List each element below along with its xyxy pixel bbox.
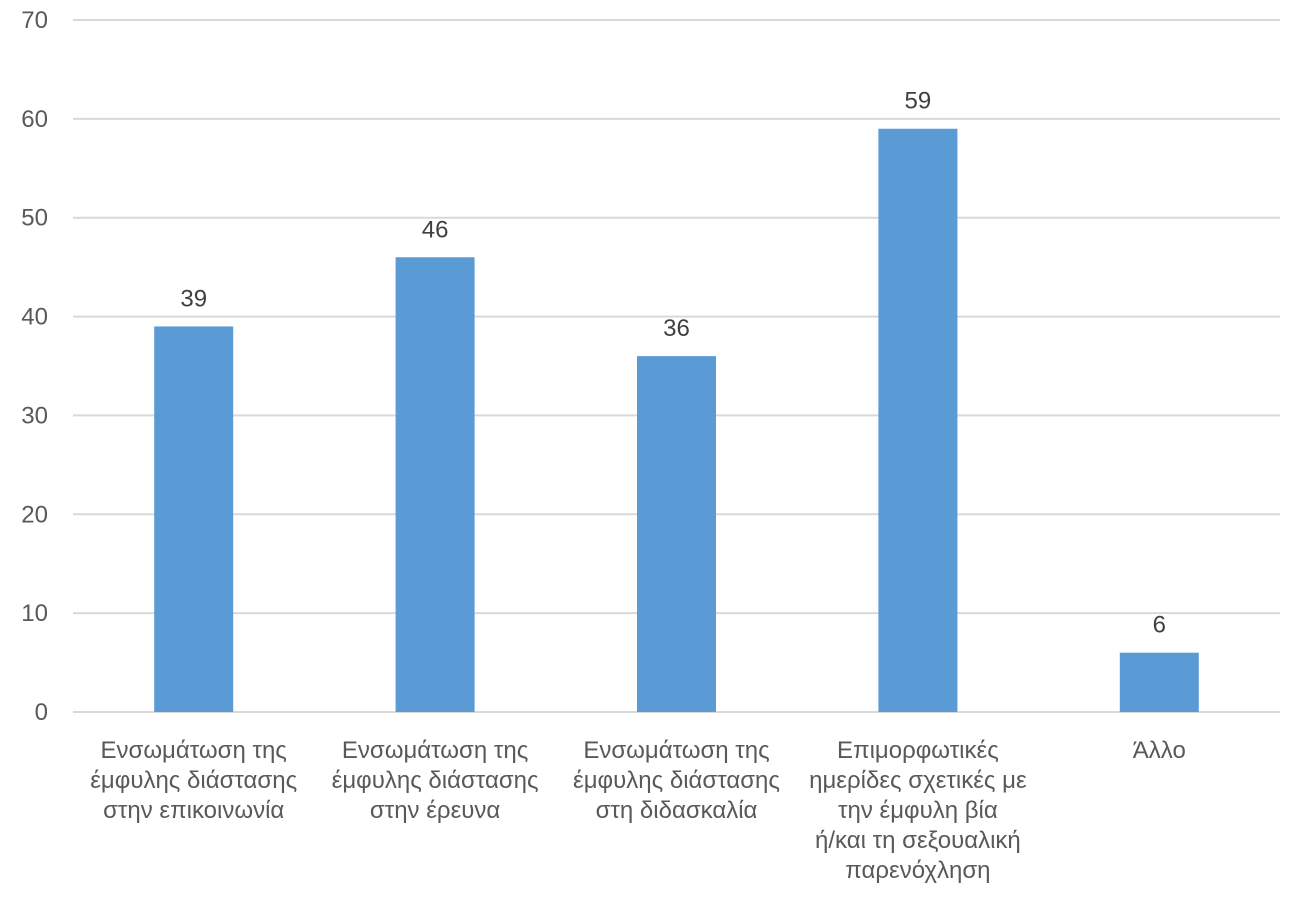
y-tick-label: 50	[21, 205, 48, 232]
category-label-line: Ενσωμάτωση της	[583, 737, 769, 764]
category-label: Ενσωμάτωση της έμφυλης διάστασης στην επικ…	[90, 737, 297, 824]
bar	[395, 257, 475, 712]
category-label-line: Επιμορφωτικές	[837, 737, 999, 764]
category-label-line: στη διδασκαλία	[596, 797, 758, 824]
bars	[154, 128, 1199, 712]
y-tick-label: 30	[21, 402, 48, 429]
y-tick-label: 0	[35, 699, 48, 726]
category-label-line: έμφυλης διάστασης	[332, 767, 539, 794]
y-tick-label: 20	[21, 501, 48, 528]
y-axis-tick-labels: 0 10 20 30 40 50 60 70	[21, 7, 48, 726]
category-label-line: Ενσωμάτωση της	[342, 737, 528, 764]
category-label-line: έμφυλης διάστασης	[90, 767, 297, 794]
category-label: Ενσωμάτωση της έμφυλης διάστασης στη διδασ…	[573, 737, 780, 824]
data-labels: 39 46 36 59 6	[180, 88, 1166, 639]
category-label-line: ημερίδες σχετικές με	[809, 767, 1027, 794]
data-label: 6	[1153, 612, 1166, 639]
category-label-line: παρενόχληση	[845, 857, 990, 884]
category-label-line: στην επικοινωνία	[103, 797, 284, 824]
bar	[1119, 652, 1199, 712]
category-label-line: έμφυλης διάστασης	[573, 767, 780, 794]
category-label: Άλλο	[1133, 737, 1186, 764]
data-label: 59	[905, 88, 932, 115]
bar	[154, 326, 234, 712]
y-tick-label: 40	[21, 304, 48, 331]
data-label: 39	[180, 285, 207, 312]
category-label-line: την έμφυλη βία	[838, 797, 998, 824]
y-tick-label: 60	[21, 106, 48, 133]
bar	[878, 128, 958, 712]
y-tick-label: 10	[21, 600, 48, 627]
category-label: Επιμορφωτικές ημερίδες σχετικές με την έμφ…	[809, 737, 1027, 884]
x-axis-category-labels: Ενσωμάτωση της έμφυλης διάστασης στην επικ…	[90, 737, 1186, 884]
data-label: 46	[422, 216, 449, 243]
category-label-line: Ενσωμάτωση της	[101, 737, 287, 764]
category-label-line: Άλλο	[1133, 737, 1186, 764]
data-label: 36	[663, 315, 690, 342]
y-tick-label: 70	[21, 7, 48, 34]
category-label-line: ή/και τη σεξουαλική	[815, 827, 1021, 854]
bar	[637, 356, 716, 712]
category-label-line: στην έρευνα	[370, 797, 500, 824]
category-label: Ενσωμάτωση της έμφυλης διάστασης στην έρευ…	[332, 737, 539, 824]
